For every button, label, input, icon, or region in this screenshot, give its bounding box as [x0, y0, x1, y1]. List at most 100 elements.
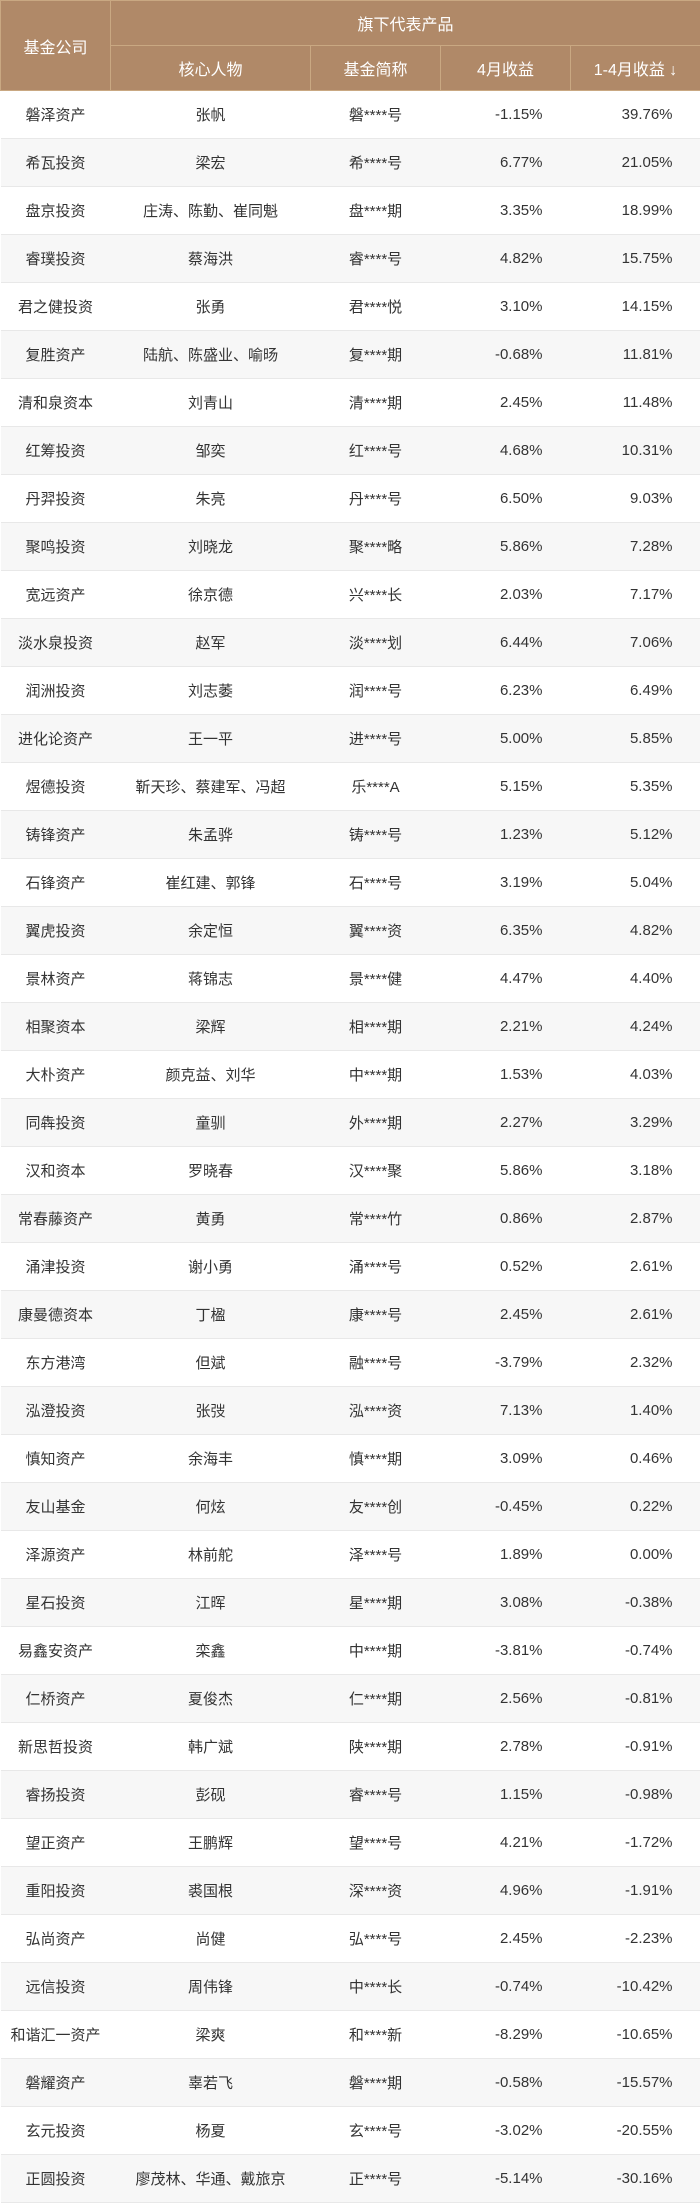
cell-fund: 君****悦 [311, 283, 441, 331]
cell-fund: 丹****号 [311, 475, 441, 523]
cell-ytd: -2.23% [571, 1915, 700, 1963]
cell-ytd: 2.61% [571, 1243, 700, 1291]
table-row: 重阳投资裘国根深****资4.96%-1.91% [1, 1867, 700, 1915]
cell-apr: 0.52% [441, 1243, 571, 1291]
cell-ytd: -15.57% [571, 2059, 700, 2107]
cell-apr: 6.23% [441, 667, 571, 715]
cell-apr: 1.15% [441, 1771, 571, 1819]
cell-fund: 希****号 [311, 139, 441, 187]
cell-person: 张帆 [111, 91, 311, 139]
table-row: 和谐汇一资产梁爽和****新-8.29%-10.65% [1, 2011, 700, 2059]
table-row: 仁桥资产夏俊杰仁****期2.56%-0.81% [1, 1675, 700, 1723]
cell-company: 正圆投资 [1, 2155, 111, 2203]
fund-table: 基金公司 旗下代表产品 核心人物 基金简称 4月收益 1-4月收益 ↓ 磐泽资产… [0, 0, 700, 2203]
cell-apr: 5.86% [441, 1147, 571, 1195]
cell-ytd: 6.49% [571, 667, 700, 715]
cell-fund: 淡****划 [311, 619, 441, 667]
cell-person: 朱孟骅 [111, 811, 311, 859]
cell-ytd: 3.18% [571, 1147, 700, 1195]
cell-apr: 1.23% [441, 811, 571, 859]
cell-person: 刘志萎 [111, 667, 311, 715]
cell-apr: 2.21% [441, 1003, 571, 1051]
cell-apr: 2.78% [441, 1723, 571, 1771]
cell-apr: -0.68% [441, 331, 571, 379]
cell-company: 煜德投资 [1, 763, 111, 811]
cell-company: 同犇投资 [1, 1099, 111, 1147]
cell-apr: -5.14% [441, 2155, 571, 2203]
cell-apr: -0.45% [441, 1483, 571, 1531]
cell-ytd: 0.00% [571, 1531, 700, 1579]
cell-ytd: 39.76% [571, 91, 700, 139]
cell-company: 常春藤资产 [1, 1195, 111, 1243]
cell-ytd: 4.82% [571, 907, 700, 955]
cell-apr: 2.45% [441, 379, 571, 427]
table-row: 景林资产蒋锦志景****健4.47%4.40% [1, 955, 700, 1003]
table-row: 泽源资产林前舵泽****号1.89%0.00% [1, 1531, 700, 1579]
cell-ytd: 7.17% [571, 571, 700, 619]
cell-person: 王鹏辉 [111, 1819, 311, 1867]
cell-ytd: 0.22% [571, 1483, 700, 1531]
cell-apr: 6.77% [441, 139, 571, 187]
cell-company: 重阳投资 [1, 1867, 111, 1915]
cell-company: 泓澄投资 [1, 1387, 111, 1435]
cell-fund: 泽****号 [311, 1531, 441, 1579]
cell-apr: 3.35% [441, 187, 571, 235]
cell-person: 赵军 [111, 619, 311, 667]
cell-ytd: 5.35% [571, 763, 700, 811]
cell-ytd: 3.29% [571, 1099, 700, 1147]
cell-person: 崔红建、郭锋 [111, 859, 311, 907]
table-row: 康曼德资本丁楹康****号2.45%2.61% [1, 1291, 700, 1339]
cell-ytd: -30.16% [571, 2155, 700, 2203]
cell-fund: 康****号 [311, 1291, 441, 1339]
cell-company: 涌津投资 [1, 1243, 111, 1291]
cell-apr: 6.50% [441, 475, 571, 523]
cell-fund: 深****资 [311, 1867, 441, 1915]
cell-person: 韩广斌 [111, 1723, 311, 1771]
cell-ytd: 21.05% [571, 139, 700, 187]
cell-ytd: 2.87% [571, 1195, 700, 1243]
cell-person: 辜若飞 [111, 2059, 311, 2107]
table-row: 聚鸣投资刘晓龙聚****略5.86%7.28% [1, 523, 700, 571]
header-group: 旗下代表产品 [111, 1, 700, 46]
header-apr: 4月收益 [441, 46, 571, 91]
cell-apr: 5.86% [441, 523, 571, 571]
cell-ytd: 11.48% [571, 379, 700, 427]
cell-company: 易鑫安资产 [1, 1627, 111, 1675]
cell-apr: -1.15% [441, 91, 571, 139]
table-row: 煜德投资靳天珍、蔡建军、冯超乐****A5.15%5.35% [1, 763, 700, 811]
cell-person: 徐京德 [111, 571, 311, 619]
cell-apr: -0.58% [441, 2059, 571, 2107]
cell-ytd: 5.12% [571, 811, 700, 859]
cell-apr: 3.09% [441, 1435, 571, 1483]
table-row: 东方港湾但斌融****号-3.79%2.32% [1, 1339, 700, 1387]
cell-apr: 6.35% [441, 907, 571, 955]
cell-fund: 中****期 [311, 1627, 441, 1675]
cell-fund: 磐****期 [311, 2059, 441, 2107]
cell-company: 康曼德资本 [1, 1291, 111, 1339]
cell-company: 汉和资本 [1, 1147, 111, 1195]
cell-fund: 润****号 [311, 667, 441, 715]
cell-apr: 2.45% [441, 1291, 571, 1339]
cell-company: 丹羿投资 [1, 475, 111, 523]
cell-fund: 涌****号 [311, 1243, 441, 1291]
cell-person: 张勇 [111, 283, 311, 331]
cell-company: 东方港湾 [1, 1339, 111, 1387]
table-row: 新思哲投资韩广斌陕****期2.78%-0.91% [1, 1723, 700, 1771]
cell-ytd: -1.91% [571, 1867, 700, 1915]
cell-person: 刘晓龙 [111, 523, 311, 571]
cell-fund: 和****新 [311, 2011, 441, 2059]
table-row: 润洲投资刘志萎润****号6.23%6.49% [1, 667, 700, 715]
table-row: 泓澄投资张弢泓****资7.13%1.40% [1, 1387, 700, 1435]
cell-person: 尚健 [111, 1915, 311, 1963]
cell-person: 蔡海洪 [111, 235, 311, 283]
header-fund: 基金简称 [311, 46, 441, 91]
cell-apr: 4.68% [441, 427, 571, 475]
table-row: 慎知资产余海丰慎****期3.09%0.46% [1, 1435, 700, 1483]
header-ytd[interactable]: 1-4月收益 ↓ [571, 46, 700, 91]
cell-fund: 兴****长 [311, 571, 441, 619]
cell-apr: 1.89% [441, 1531, 571, 1579]
table-row: 弘尚资产尚健弘****号2.45%-2.23% [1, 1915, 700, 1963]
cell-ytd: -0.74% [571, 1627, 700, 1675]
cell-ytd: 5.04% [571, 859, 700, 907]
table-row: 睿璞投资蔡海洪睿****号4.82%15.75% [1, 235, 700, 283]
